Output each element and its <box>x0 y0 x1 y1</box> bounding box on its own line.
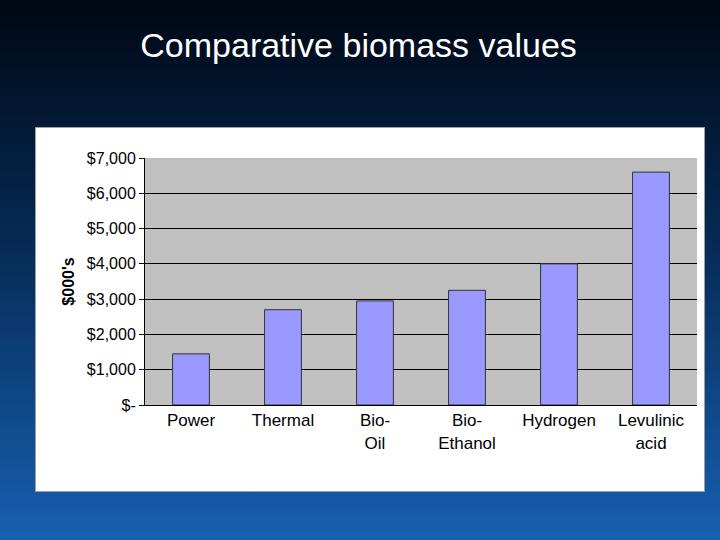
svg-text:$5,000: $5,000 <box>87 220 136 237</box>
svg-text:Thermal: Thermal <box>252 411 314 430</box>
svg-text:$4,000: $4,000 <box>87 255 136 272</box>
svg-text:$000's: $000's <box>60 257 77 305</box>
svg-text:Bio-Ethanol: Bio-Ethanol <box>438 411 496 452</box>
svg-text:Hydrogen: Hydrogen <box>522 411 596 430</box>
svg-text:$3,000: $3,000 <box>87 291 136 308</box>
svg-text:Bio-Oil: Bio-Oil <box>360 411 390 452</box>
svg-text:$-: $- <box>122 397 136 414</box>
svg-text:Comparative biomass values: Comparative biomass values <box>140 26 577 64</box>
svg-text:$1,000: $1,000 <box>87 361 136 378</box>
svg-text:$2,000: $2,000 <box>87 326 136 343</box>
svg-text:Power: Power <box>167 411 216 430</box>
svg-text:$7,000: $7,000 <box>87 150 136 167</box>
svg-text:$6,000: $6,000 <box>87 185 136 202</box>
svg-text:Levulinicacid: Levulinicacid <box>618 411 685 452</box>
